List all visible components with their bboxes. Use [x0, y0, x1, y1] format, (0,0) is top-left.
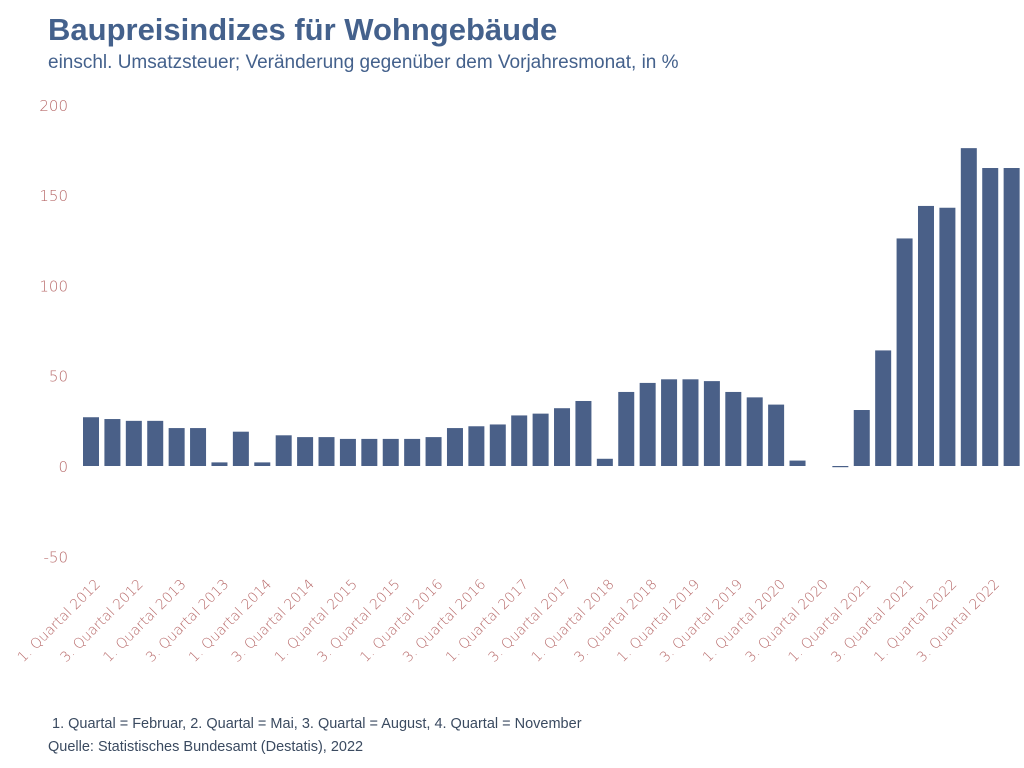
bar — [168, 428, 185, 466]
bar — [297, 437, 314, 466]
x-tick-label: 3. Quartal 2022 — [914, 577, 1003, 666]
bar — [896, 238, 913, 466]
bar — [554, 408, 571, 466]
bar — [789, 460, 806, 466]
y-tick-label: 50 — [49, 368, 68, 386]
bar — [532, 413, 549, 466]
bar — [832, 466, 849, 468]
bar — [254, 462, 271, 466]
bar — [725, 391, 742, 466]
bar — [596, 458, 613, 466]
bar — [83, 417, 99, 466]
source-note: Quelle: Statistisches Bundesamt (Destati… — [48, 739, 364, 755]
bar — [361, 438, 378, 466]
bar — [853, 410, 870, 466]
bar — [446, 428, 463, 466]
bar — [746, 397, 763, 466]
y-tick-label: 200 — [39, 97, 68, 115]
bar — [511, 415, 528, 466]
bar — [147, 420, 164, 466]
bar — [1003, 168, 1020, 466]
bar — [917, 205, 934, 466]
bar — [339, 438, 356, 466]
y-tick-label: 150 — [39, 187, 68, 205]
bar — [768, 404, 785, 466]
bar — [960, 148, 977, 466]
y-tick-label: 0 — [58, 458, 68, 476]
y-tick-label: 100 — [39, 277, 68, 295]
bar — [104, 419, 121, 466]
bar — [382, 438, 399, 466]
bar — [982, 168, 999, 466]
bar — [639, 382, 656, 466]
bar — [575, 400, 592, 466]
quarter-footnote: 1. Quartal = Februar, 2. Quartal = Mai, … — [52, 716, 582, 732]
chart-title: Baupreisindizes für Wohngebäude — [48, 12, 558, 47]
bar — [661, 379, 678, 466]
y-tick-label: -50 — [44, 548, 69, 566]
bar — [468, 426, 485, 466]
bar — [682, 379, 699, 466]
bar — [939, 207, 956, 467]
bar — [232, 431, 249, 466]
chart-subtitle: einschl. Umsatzsteuer; Veränderung gegen… — [48, 52, 679, 73]
bar — [703, 381, 720, 466]
bar — [275, 435, 292, 466]
bar — [875, 350, 892, 466]
bar — [190, 428, 207, 466]
bar — [125, 420, 142, 466]
bar — [425, 437, 442, 466]
bar — [318, 437, 335, 466]
bar — [404, 438, 421, 466]
bar — [211, 462, 228, 466]
bar — [489, 424, 506, 466]
bar — [618, 391, 635, 466]
